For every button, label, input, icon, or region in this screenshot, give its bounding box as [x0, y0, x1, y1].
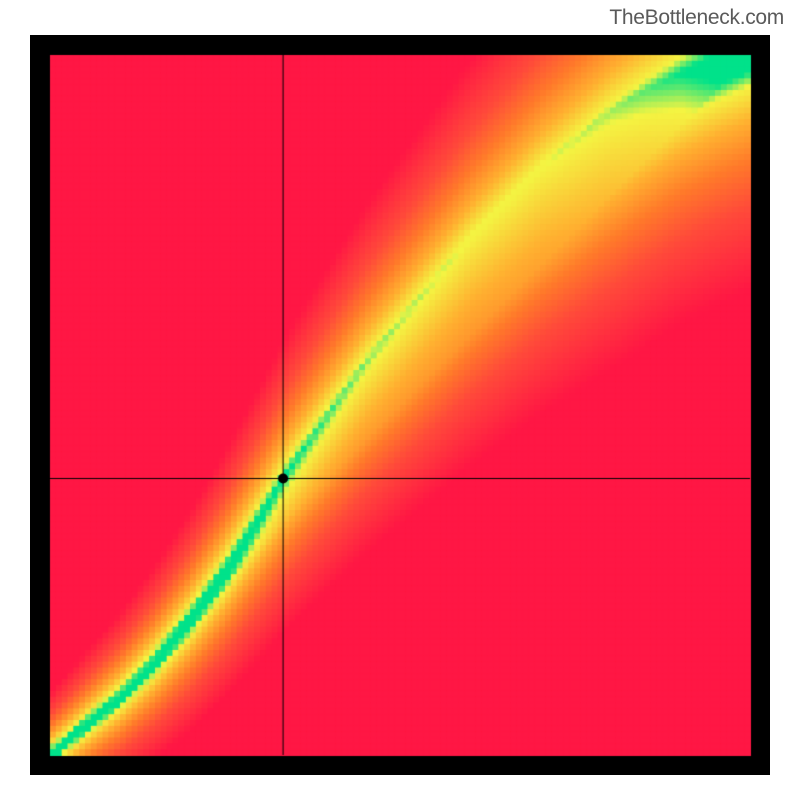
plot-area — [30, 35, 770, 775]
chart-container: TheBottleneck.com — [0, 0, 800, 800]
bottleneck-heatmap — [30, 35, 770, 775]
attribution-text: TheBottleneck.com — [609, 6, 784, 30]
